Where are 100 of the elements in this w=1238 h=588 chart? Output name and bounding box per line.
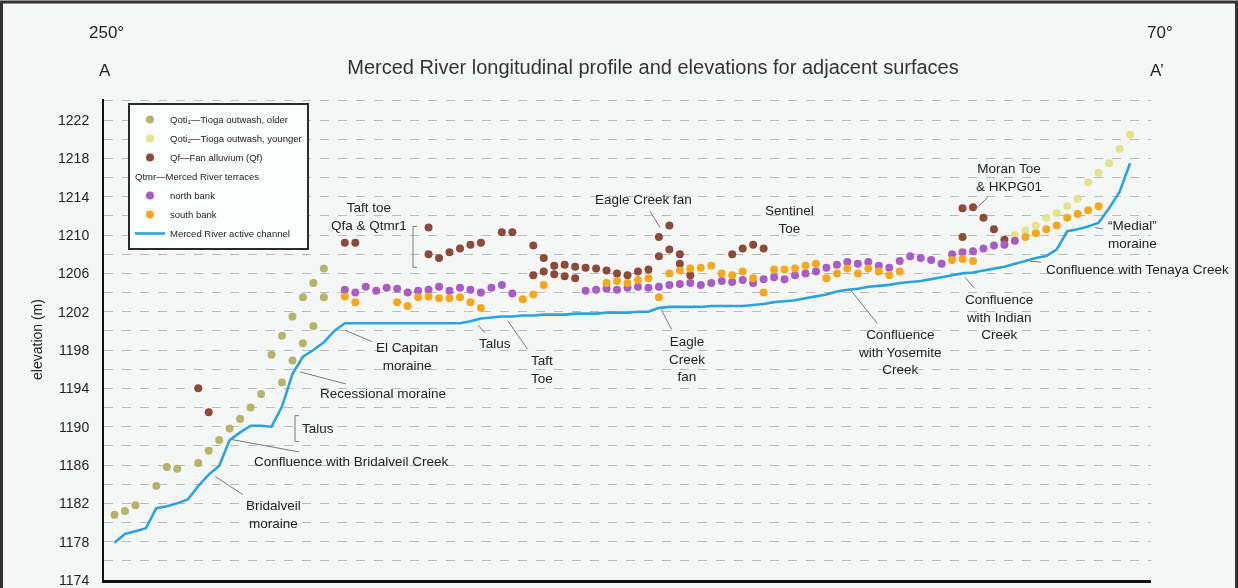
point <box>717 269 726 278</box>
y-tick-label: 1198 <box>59 341 90 358</box>
point <box>675 266 684 275</box>
y-tick-label: 1202 <box>58 303 90 320</box>
point <box>644 274 653 283</box>
point <box>571 274 580 283</box>
point <box>958 232 967 241</box>
point <box>654 232 663 241</box>
point <box>508 228 517 237</box>
point <box>1094 168 1103 177</box>
point <box>539 267 548 276</box>
point <box>686 264 695 273</box>
annotation: Confluence with Yosemite Creek <box>858 327 942 378</box>
point <box>613 285 622 294</box>
point <box>728 271 737 280</box>
point <box>476 288 485 297</box>
point <box>581 263 590 272</box>
point <box>508 289 517 298</box>
point <box>811 267 820 276</box>
point <box>665 269 674 278</box>
point <box>927 255 936 264</box>
legend-label: Qoti₁—Tioga outwash, older <box>170 114 288 126</box>
point <box>979 244 988 253</box>
text: 250° <box>89 23 125 42</box>
chart-title: Merced River longitudinal profile and elevations for adjacent surfaces <box>347 56 959 78</box>
point <box>864 257 873 266</box>
point <box>445 248 454 257</box>
point <box>811 259 820 268</box>
point <box>497 228 506 237</box>
point <box>487 283 496 292</box>
point <box>832 260 841 269</box>
point <box>120 507 129 516</box>
annotation: Taft toe Qfa & Qtmr1 <box>331 200 407 233</box>
point <box>969 203 978 212</box>
point <box>822 263 831 272</box>
point <box>801 269 810 278</box>
point <box>738 244 747 253</box>
point <box>351 298 360 307</box>
point <box>707 278 716 287</box>
point <box>770 265 779 274</box>
point <box>110 510 119 519</box>
point <box>989 225 998 234</box>
point <box>738 267 747 276</box>
point <box>361 282 370 291</box>
point <box>644 283 653 292</box>
legend-label: Qf—Fan alluvium (Qf) <box>170 152 263 164</box>
point <box>298 293 307 302</box>
point <box>1031 221 1040 230</box>
point <box>455 293 464 302</box>
point <box>623 271 632 280</box>
point <box>246 403 255 412</box>
point <box>340 292 349 301</box>
text: A <box>99 61 111 80</box>
point <box>749 274 758 283</box>
point <box>728 250 737 259</box>
point <box>539 254 548 263</box>
annotation: Sentinel Toe <box>765 203 814 236</box>
point <box>277 378 286 387</box>
y-tick-label: 1190 <box>59 418 90 435</box>
point <box>560 260 569 269</box>
point <box>455 244 464 253</box>
point <box>613 269 622 278</box>
point <box>613 277 622 286</box>
annotation: Moran Toe & HKPG01 <box>976 161 1043 194</box>
point <box>225 424 234 433</box>
annotation: Qtmr—Merced River terraces <box>135 171 260 183</box>
point <box>633 282 642 291</box>
point <box>1084 178 1093 187</box>
point <box>435 282 444 291</box>
point <box>497 280 506 289</box>
point <box>958 204 967 213</box>
annotation: Eagle Creek fan <box>669 334 706 385</box>
point <box>560 272 569 281</box>
point <box>602 278 611 287</box>
point <box>152 482 161 491</box>
point <box>895 256 904 265</box>
point <box>319 264 328 273</box>
annotation: Confluence with Tenaya Creek <box>1046 262 1230 277</box>
point <box>466 285 475 294</box>
y-tick-label: 1194 <box>59 380 90 397</box>
point <box>288 356 297 365</box>
point <box>801 261 810 270</box>
point <box>518 295 527 304</box>
point <box>738 276 747 285</box>
y-tick-label: 1182 <box>59 495 90 512</box>
point <box>215 436 224 445</box>
point <box>969 256 978 265</box>
y-tick-label: 1222 <box>58 111 90 128</box>
point <box>1063 202 1072 211</box>
point <box>633 267 642 276</box>
legend-label: south bank <box>170 209 217 221</box>
point <box>885 271 894 280</box>
point <box>654 282 663 291</box>
point <box>916 254 925 263</box>
point <box>1073 194 1082 203</box>
annotation: El Capitan moraine <box>376 340 439 373</box>
point <box>298 339 307 348</box>
legend-label: north bank <box>170 190 216 202</box>
point <box>654 293 663 302</box>
y-tick-label: 1206 <box>58 265 90 282</box>
